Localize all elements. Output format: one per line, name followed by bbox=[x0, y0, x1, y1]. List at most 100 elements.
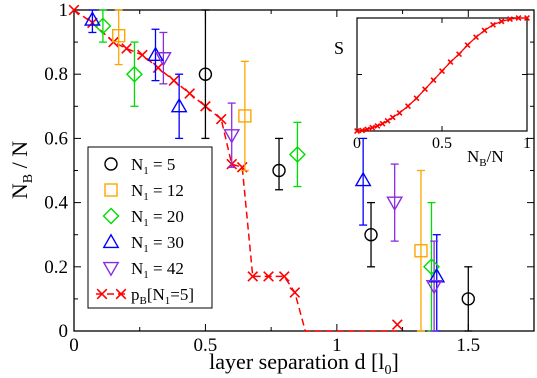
inset-chart: 0 0.5 1 S NB/N bbox=[334, 15, 531, 169]
error-bar bbox=[464, 266, 473, 332]
marker-x bbox=[481, 27, 488, 34]
x-tick-label: 1.5 bbox=[456, 335, 480, 356]
marker-circle bbox=[364, 227, 378, 242]
legend-label: N1 = 42 bbox=[131, 259, 184, 281]
inset-x-label: NB/N bbox=[467, 147, 504, 169]
error-bar bbox=[227, 102, 236, 168]
marker-x bbox=[498, 18, 505, 25]
error-bar bbox=[416, 169, 425, 332]
marker-triangle-down bbox=[154, 52, 172, 67]
x-axis-label: layer separation d [l0] bbox=[209, 349, 399, 378]
marker-x bbox=[413, 95, 420, 102]
error-bar bbox=[293, 121, 302, 188]
marker-x bbox=[68, 4, 80, 16]
data-markers bbox=[83, 11, 475, 306]
marker-square bbox=[238, 109, 252, 123]
legend-label: pB[N1=5] bbox=[131, 285, 194, 307]
error-bar bbox=[359, 137, 368, 226]
legend-box bbox=[87, 146, 213, 309]
marker-x bbox=[369, 124, 376, 131]
legend-label: N1 = 20 bbox=[131, 207, 184, 229]
inset-y-label: S bbox=[334, 38, 344, 58]
error-bars bbox=[88, 9, 473, 332]
marker-x bbox=[396, 109, 403, 116]
legend-item: N1 = 20 bbox=[102, 207, 184, 229]
marker-circle bbox=[272, 163, 286, 178]
marker-x bbox=[456, 51, 462, 58]
marker-x bbox=[490, 21, 496, 28]
y-tick-label: 0.4 bbox=[44, 193, 68, 214]
marker-x bbox=[515, 15, 522, 21]
x-tick-label: 1 bbox=[332, 335, 342, 356]
marker-x bbox=[374, 122, 381, 129]
x-axis-label-sub: 0 bbox=[384, 363, 391, 378]
marker-triangle-up bbox=[354, 171, 372, 187]
marker-diamond bbox=[288, 145, 306, 163]
marker-x bbox=[379, 120, 386, 127]
marker-triangle-down bbox=[102, 261, 120, 277]
error-bar bbox=[430, 240, 439, 332]
marker-square bbox=[104, 183, 118, 197]
y-axis-label-text: N bbox=[7, 183, 32, 199]
marker-x bbox=[364, 126, 371, 133]
marker-x bbox=[215, 113, 227, 125]
marker-diamond bbox=[125, 65, 143, 83]
marker-triangle-up bbox=[428, 267, 446, 283]
marker-x bbox=[430, 77, 437, 84]
marker-diamond bbox=[94, 17, 112, 35]
y-axis-label-sub: B bbox=[21, 174, 36, 183]
marker-x bbox=[354, 128, 360, 134]
error-bar bbox=[98, 9, 107, 43]
legend-item: N1 = 42 bbox=[102, 259, 184, 281]
x-axis-label-text: layer separation d [l bbox=[209, 349, 384, 374]
y-axis-label-end: / N bbox=[7, 141, 32, 174]
error-bar bbox=[130, 41, 139, 107]
legend: N1 = 5 N1 = 12 N1 = 20 N1 = 30 N1 = 42 pB[N1=… bbox=[87, 146, 213, 309]
error-bar bbox=[114, 9, 123, 66]
marker-x bbox=[507, 16, 513, 23]
marker-triangle-down bbox=[223, 129, 241, 144]
marker-x bbox=[247, 271, 259, 282]
marker-x bbox=[359, 127, 366, 134]
x-tick-label: 0 bbox=[69, 335, 79, 356]
marker-triangle-down bbox=[386, 196, 404, 212]
marker-x bbox=[447, 59, 454, 66]
marker-diamond bbox=[102, 207, 120, 225]
marker-x bbox=[391, 319, 403, 330]
marker-x bbox=[439, 68, 445, 75]
inset-x-label-sub: B bbox=[479, 157, 486, 169]
legend-item: N1 = 12 bbox=[104, 181, 184, 203]
inset-x-tick-label: 0.5 bbox=[432, 135, 452, 152]
error-bar bbox=[367, 201, 376, 268]
inset-curve bbox=[354, 15, 530, 134]
inset-x-label-text: N bbox=[467, 147, 479, 166]
error-bar bbox=[390, 163, 399, 242]
marker-x bbox=[278, 271, 290, 282]
y-tick-label: 0.8 bbox=[44, 64, 68, 85]
marker-x bbox=[524, 15, 530, 21]
marker-triangle-down bbox=[425, 279, 443, 295]
marker-square bbox=[111, 28, 126, 43]
marker-square bbox=[414, 244, 428, 258]
y-axis-label: NB / N bbox=[7, 141, 36, 199]
marker-x bbox=[464, 42, 471, 49]
marker-circle bbox=[461, 292, 475, 306]
marker-triangle-up bbox=[102, 233, 120, 249]
legend-label: N1 = 30 bbox=[131, 233, 184, 255]
marker-x bbox=[115, 288, 127, 300]
y-tick-label: 0.2 bbox=[44, 257, 68, 278]
marker-circle bbox=[198, 67, 213, 81]
marker-x bbox=[384, 117, 391, 124]
inset-x-label-end: /N bbox=[487, 147, 504, 166]
error-bar bbox=[151, 28, 160, 82]
marker-triangle-up bbox=[83, 11, 101, 26]
x-axis-label-end: ] bbox=[391, 349, 398, 374]
legend-item: pB[N1=5] bbox=[96, 285, 194, 307]
y-tick-label: 1 bbox=[59, 0, 69, 21]
marker-x bbox=[96, 288, 108, 300]
main-axis-ticks: 0 0.5 1 1.500.20.40.60.81 bbox=[44, 0, 534, 356]
error-bar bbox=[201, 9, 210, 140]
inset-axis-ticks: 0 0.5 1 bbox=[353, 17, 531, 152]
inset-plot-frame bbox=[356, 17, 528, 132]
